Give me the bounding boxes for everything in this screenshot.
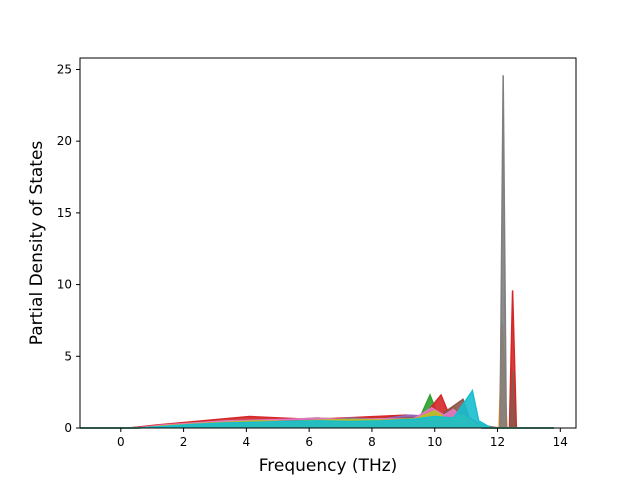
x-axis-ticks: 0 2 4 6 8 10 12 14: [117, 428, 568, 449]
x-tick-label: 2: [180, 435, 188, 449]
axes-frame: [79, 57, 577, 429]
x-tick-label: 4: [243, 435, 251, 449]
x-tick-label: 10: [427, 435, 442, 449]
y-tick-label: 5: [64, 349, 72, 363]
series-3-area: [80, 290, 555, 428]
y-tick-label: 10: [57, 278, 72, 292]
series-7-line: [80, 75, 555, 429]
x-tick-label: 12: [490, 435, 505, 449]
y-tick-label: 20: [57, 134, 72, 148]
x-tick-label: 6: [305, 435, 313, 449]
series-9-line: [80, 388, 555, 429]
x-tick-label: 0: [117, 435, 125, 449]
series-1-line: [80, 323, 555, 429]
x-tick-label: 14: [553, 435, 568, 449]
x-tick-label: 8: [368, 435, 376, 449]
series-7-area: [80, 75, 555, 429]
x-axis-label: Frequency (THz): [259, 456, 398, 476]
y-tick-label: 15: [57, 206, 72, 220]
y-tick-label: 0: [64, 421, 72, 435]
y-tick-label: 25: [57, 62, 72, 76]
series-1-area: [80, 323, 555, 428]
plot-area: [80, 75, 555, 429]
y-axis-label: Partial Density of States: [27, 141, 47, 346]
series-3-line: [80, 290, 555, 429]
y-axis-ticks: 0 5 10 15 20 25: [57, 62, 80, 435]
series-9-area: [80, 390, 555, 428]
